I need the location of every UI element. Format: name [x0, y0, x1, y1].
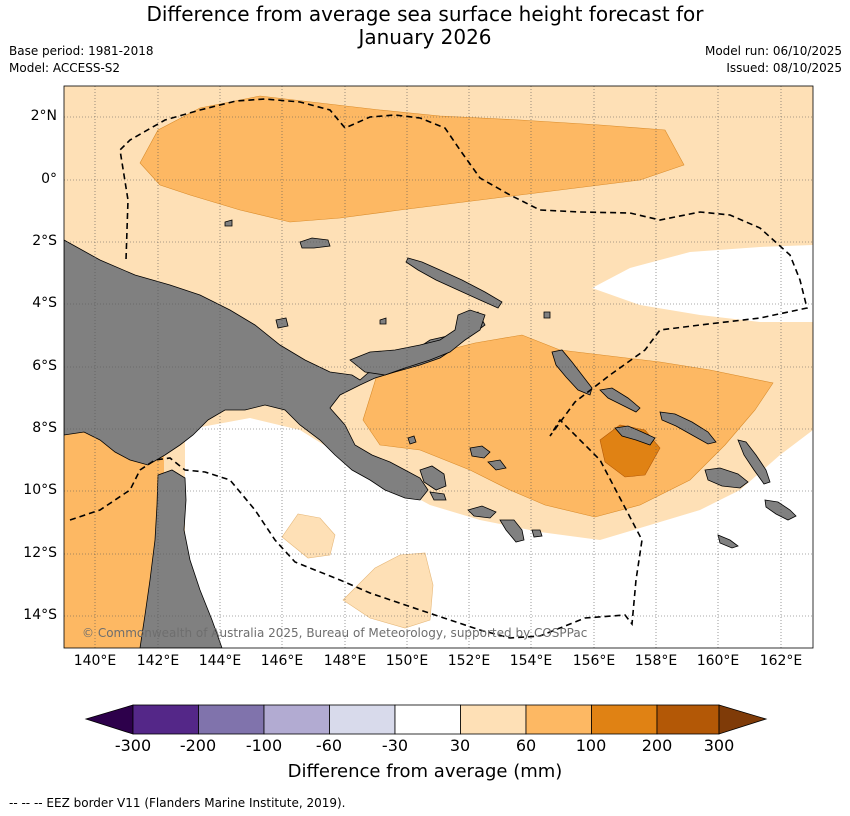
model-text: Model: ACCESS-S2 — [9, 61, 121, 75]
colorbar-label-200: 200 — [641, 736, 673, 755]
lon-label-158e: 158°E — [634, 653, 678, 669]
lon-label-142e: 142°E — [136, 653, 180, 669]
chart-title: Difference from average sea surface heig… — [0, 3, 850, 49]
lon-label-154e: 154°E — [509, 653, 553, 669]
colorbar-segment-6 — [460, 704, 527, 735]
land-cape-york — [139, 469, 223, 648]
lat-label-2s: 2°S — [32, 233, 57, 249]
lon-label-144e: 144°E — [198, 653, 242, 669]
model-info: Base period: 1981-2018 Model: ACCESS-S2 — [9, 43, 154, 77]
run-info: Model run: 06/10/2025 Issued: 08/10/2025 — [705, 43, 842, 77]
colorbar-label-neg200: -200 — [179, 736, 217, 755]
copyright-text: © Commonwealth of Australia 2025, Bureau… — [82, 626, 587, 640]
lon-label-146e: 146°E — [260, 653, 304, 669]
colorbar-extend-low — [84, 704, 134, 735]
colorbar-label-100: 100 — [575, 736, 607, 755]
anomaly-60-100-solomon-sea — [362, 334, 774, 518]
lon-label-156e: 156°E — [572, 653, 616, 669]
land-new-britain — [349, 309, 486, 376]
land-choiseul — [599, 387, 641, 413]
lat-label-6s: 6°S — [32, 358, 57, 374]
model-run-text: Model run: 06/10/2025 — [704, 44, 842, 58]
colorbar-segment-4 — [329, 704, 396, 735]
colorbar-label-30: 30 — [449, 736, 471, 755]
land-rennell — [717, 534, 739, 549]
anomaly-60-100-north — [139, 95, 685, 223]
colorbar-segment-5 — [394, 704, 461, 735]
gridlines — [64, 86, 813, 648]
colorbar — [84, 704, 768, 735]
colorbar-segment-8 — [591, 704, 658, 735]
colorbar-extend-high — [718, 704, 768, 735]
base-period-text: Base period: 1981-2018 — [9, 44, 154, 58]
colorbar-label-300: 300 — [703, 736, 735, 755]
lat-label-14s: 14°S — [23, 607, 57, 623]
eez-border — [69, 98, 808, 639]
land-small-islands — [224, 219, 551, 543]
neutral-region-east — [592, 245, 813, 322]
colorbar-segment-9 — [656, 704, 720, 735]
colorbar-segment-2 — [198, 704, 265, 735]
colorbar-segment-3 — [263, 704, 330, 735]
colorbar-segment-7 — [525, 704, 592, 735]
land-bougainville — [551, 349, 593, 396]
colorbar-label-neg60: -60 — [315, 736, 343, 755]
lon-label-160e: 160°E — [696, 653, 740, 669]
colorbar-label-neg300: -300 — [114, 736, 152, 755]
lat-label-12s: 12°S — [23, 545, 57, 561]
colorbar-segment-1 — [132, 704, 199, 735]
lon-label-152e: 152°E — [447, 653, 491, 669]
land-makira — [764, 499, 797, 521]
title-line-2: January 2026 — [358, 25, 492, 49]
colorbar-label-60: 60 — [515, 736, 537, 755]
lat-label-0: 0° — [41, 171, 57, 187]
eez-legend-note: -- -- -- EEZ border V11 (Flanders Marine… — [9, 796, 346, 810]
map-frame — [63, 85, 814, 649]
lat-label-10s: 10°S — [23, 482, 57, 498]
lon-label-150e: 150°E — [385, 653, 429, 669]
title-line-1: Difference from average sea surface heig… — [146, 2, 704, 26]
lon-label-148e: 148°E — [323, 653, 367, 669]
land-santa-isabel — [659, 411, 717, 445]
issued-text: Issued: 08/10/2025 — [726, 61, 842, 75]
lon-label-140e: 140°E — [73, 653, 117, 669]
colorbar-label-neg100: -100 — [245, 736, 283, 755]
lon-label-162e: 162°E — [759, 653, 803, 669]
land-malaita — [737, 439, 771, 485]
anomaly-patch-small-2 — [342, 552, 434, 629]
lat-label-8s: 8°S — [32, 420, 57, 436]
land-guadalcanal — [704, 467, 749, 489]
colorbar-label-neg30: -30 — [381, 736, 409, 755]
land-new-guinea — [64, 239, 486, 501]
land-new-georgia — [614, 425, 656, 446]
lat-label-4s: 4°S — [32, 295, 57, 311]
lat-label-2n: 2°N — [30, 108, 57, 124]
land-new-ireland — [405, 257, 503, 309]
anomaly-patch-small-1 — [281, 513, 336, 559]
anomaly-60-100-gulf — [64, 430, 164, 648]
colorbar-title: Difference from average (mm) — [287, 761, 563, 782]
land-manus — [299, 237, 331, 249]
